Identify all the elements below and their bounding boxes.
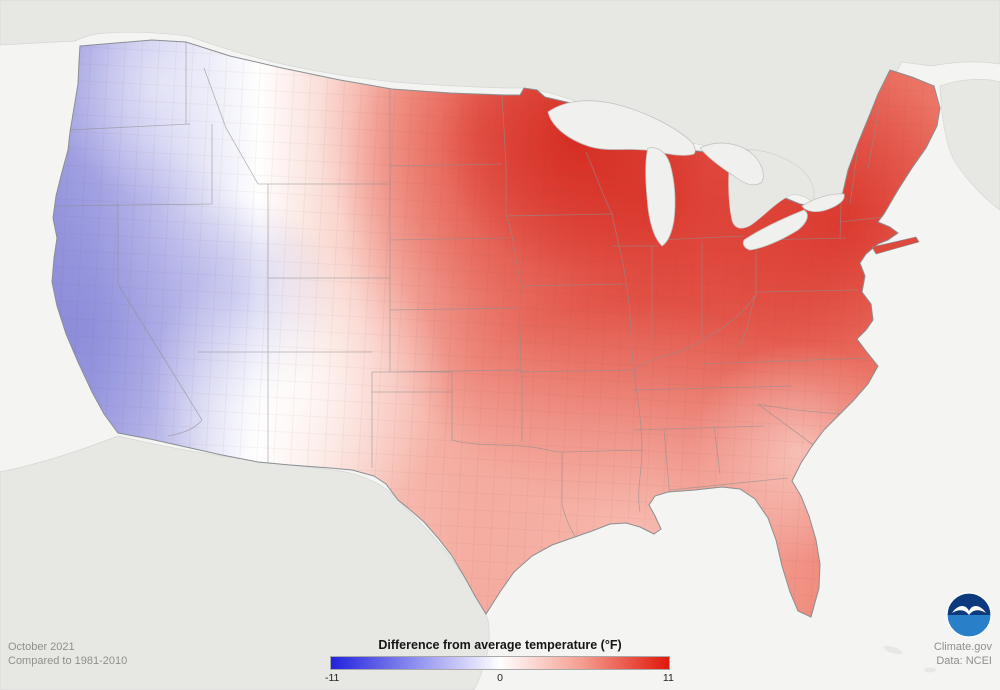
caption-baseline: Compared to 1981-2010 xyxy=(8,655,128,667)
noaa-logo-icon xyxy=(946,592,992,638)
legend-tick-labels: -11 0 11 xyxy=(325,672,674,685)
legend-gradient-bar xyxy=(330,656,670,670)
legend-min-label: -11 xyxy=(324,672,340,684)
caption-period: October 2021 xyxy=(8,641,75,653)
lake-erie xyxy=(742,209,808,251)
map-caption: October 2021 Compared to 1981-2010 xyxy=(8,640,127,668)
legend-zero-label: 0 xyxy=(497,672,503,684)
lake-ontario xyxy=(801,193,845,213)
islands-decor xyxy=(883,645,936,673)
lake-michigan xyxy=(645,147,676,247)
legend-title: Difference from average temperature (°F) xyxy=(378,638,622,652)
great-lakes xyxy=(547,100,845,251)
credits: Climate.gov Data: NCEI xyxy=(934,640,992,668)
long-island xyxy=(871,236,920,255)
credit-data-source: Data: NCEI xyxy=(936,655,992,667)
mexico-landmass xyxy=(0,435,490,690)
credit-site: Climate.gov xyxy=(933,641,992,653)
lake-huron xyxy=(699,142,764,186)
state-borders xyxy=(52,42,893,537)
legend-max-label: 11 xyxy=(662,672,674,684)
color-scale-legend: Difference from average temperature (°F)… xyxy=(325,638,674,685)
lake-superior xyxy=(547,100,696,156)
